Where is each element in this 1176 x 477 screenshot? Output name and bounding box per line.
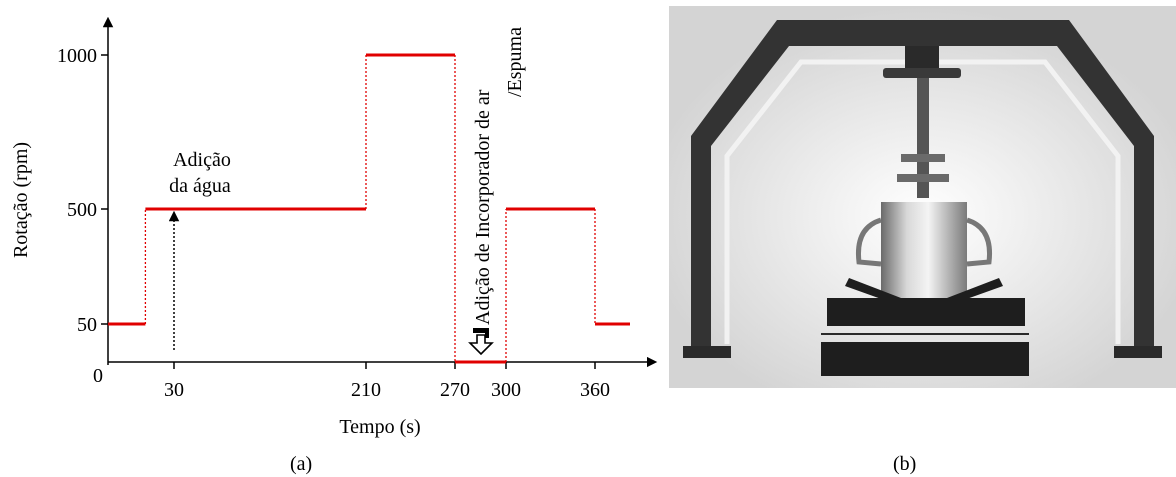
x-tick-label: 360	[580, 379, 610, 401]
shaft-collar	[883, 68, 961, 78]
bowl-handle-left	[855, 217, 882, 267]
water-addition-annotation: Adição da água	[168, 149, 231, 350]
mixer-illustration	[669, 6, 1176, 388]
chart-caption: (a)	[290, 453, 313, 475]
x-tick-label: 210	[351, 379, 381, 401]
photo-caption: (b)	[893, 453, 917, 475]
paddle-lower	[897, 174, 949, 182]
mixer-shaft	[917, 78, 929, 198]
x-tick-label: 270	[440, 379, 470, 401]
y-tick-label: 1000	[57, 45, 97, 67]
origin-label: 0	[93, 365, 103, 387]
bowl-handle-right	[966, 217, 993, 267]
air-entrainer-annotation: Adição de Incorporador de ar /Espuma	[468, 27, 526, 356]
series-group	[108, 53, 630, 364]
y-tick-label: 500	[67, 199, 97, 221]
mixing-bowl	[881, 202, 967, 302]
water-annotation-line2: da água	[169, 175, 231, 197]
y-axis-label: Rotação (rpm)	[10, 142, 32, 258]
mixer-photo	[669, 6, 1176, 388]
machine-base	[821, 342, 1029, 376]
frame-foot-left	[683, 346, 731, 358]
y-tick-label: 50	[77, 314, 97, 336]
frame-foot-right	[1114, 346, 1162, 358]
x-tick-label: 300	[491, 379, 521, 401]
air-annotation-line2: /Espuma	[504, 27, 526, 97]
x-axis-label: Tempo (s)	[339, 416, 420, 438]
tick-group: 30 210 270 300 360 50 500 1000	[57, 45, 610, 401]
x-tick-label: 30	[164, 379, 184, 401]
water-annotation-line1: Adição	[173, 149, 231, 171]
mixing-chart: 30 210 270 300 360 50 500 1000 0 Tempo (s) Rota…	[10, 16, 658, 438]
bowl-plate	[827, 298, 1025, 326]
paddle-upper	[901, 154, 945, 162]
drive-head	[905, 46, 939, 70]
air-addition-arrow-icon	[468, 328, 494, 356]
air-annotation-line1: Adição de Incorporador de ar	[472, 89, 494, 325]
axes	[102, 16, 658, 368]
